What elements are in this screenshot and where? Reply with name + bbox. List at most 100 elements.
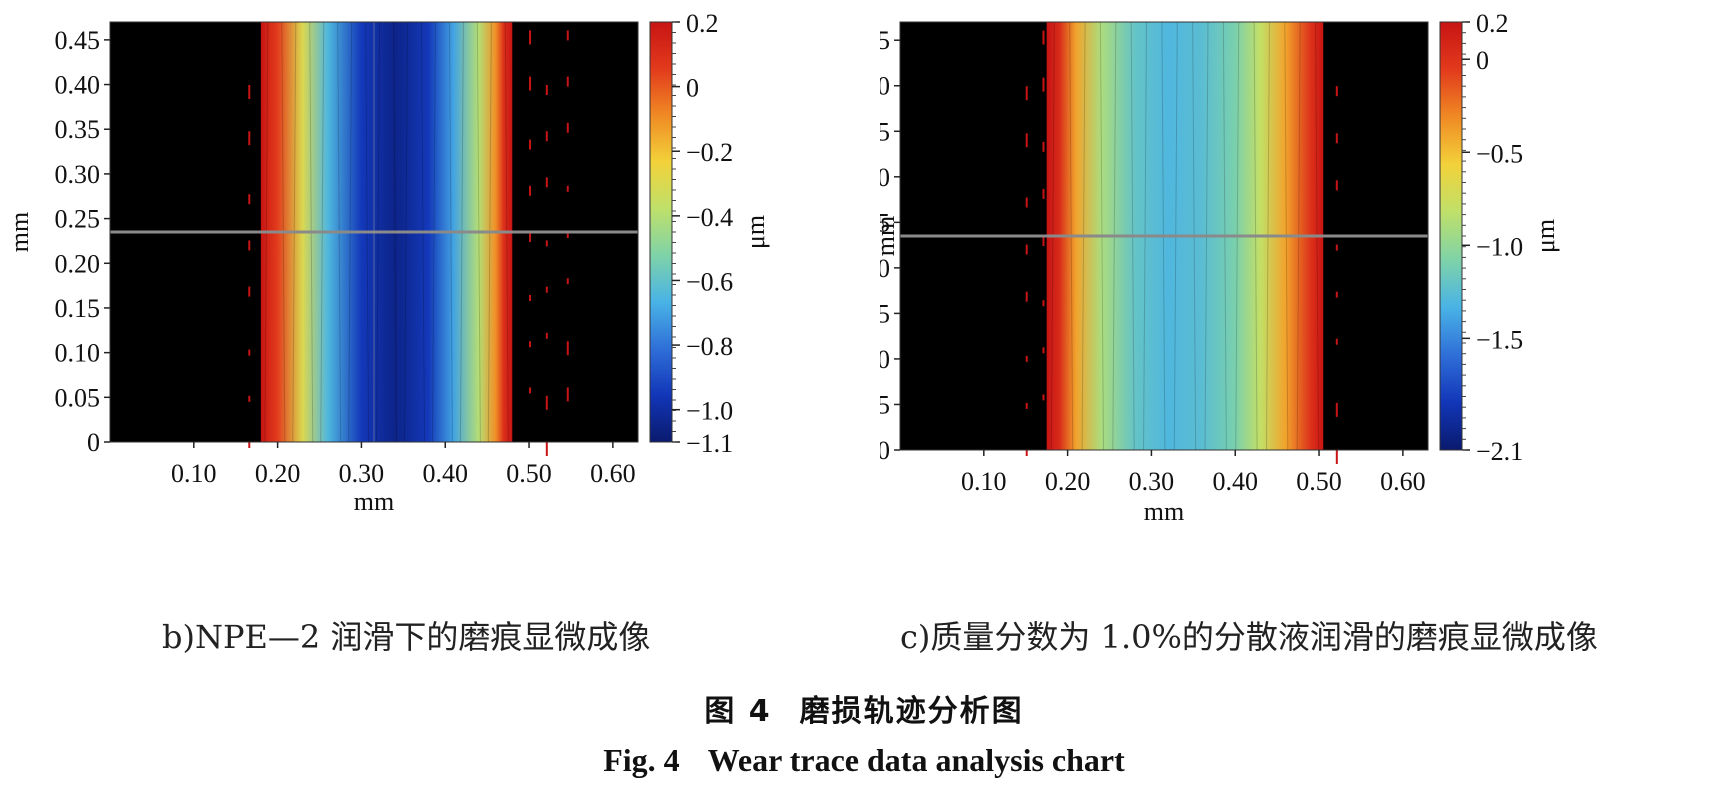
edge-speckle: [545, 85, 548, 95]
x-axis-label: mm: [354, 487, 394, 516]
y-tick-label: 0.05: [880, 390, 890, 419]
edge-speckle: [566, 387, 569, 402]
plot-frame: [899, 21, 1429, 451]
edge-speckle: [1042, 300, 1045, 307]
edge-speckle: [566, 30, 569, 41]
edge-speckle: [1335, 133, 1338, 144]
edge-speckle: [545, 131, 548, 142]
colorbar-tick-label: −1.0: [686, 397, 733, 426]
edge-speckle: [248, 442, 251, 448]
y-tick-label: 0.45: [55, 26, 101, 55]
edge-speckle: [529, 341, 532, 348]
edge-speckle: [545, 442, 548, 456]
edge-speckle: [545, 286, 548, 293]
edge-speckle: [1025, 197, 1028, 208]
edge-speckle: [1335, 450, 1338, 464]
edge-speckle: [566, 76, 569, 87]
colorbar-tick-label: 0: [686, 74, 699, 103]
edge-speckle: [1335, 86, 1338, 97]
colorbar-tick-label: −0.4: [686, 203, 733, 232]
edge-speckle: [529, 185, 532, 196]
panel-c: 00.050.100.150.200.250.300.350.400.450.1…: [880, 0, 1728, 560]
edge-speckle: [1025, 86, 1028, 101]
edge-speckle: [248, 349, 251, 356]
x-tick-label: 0.50: [1296, 467, 1342, 496]
colorbar-tick-label: −0.5: [1476, 139, 1523, 168]
colorbar: [649, 21, 673, 443]
edge-speckle: [1025, 450, 1028, 456]
figure-label-en: Fig. 4: [603, 742, 680, 778]
y-tick-label: 0.30: [880, 163, 890, 192]
y-tick-label: 0.25: [880, 208, 890, 237]
x-tick-label: 0.20: [1045, 467, 1091, 496]
y-tick-label: 0.45: [880, 26, 890, 55]
edge-speckle: [1025, 402, 1028, 409]
edge-speckle: [529, 232, 532, 242]
y-axis-label: mm: [880, 216, 900, 256]
colorbar-label: μm: [1531, 219, 1560, 253]
edge-speckle: [545, 240, 548, 247]
edge-speckle: [566, 341, 569, 356]
edge-speckle: [248, 85, 251, 99]
figure-label-cn: 图 4: [704, 694, 772, 729]
edge-speckle: [248, 131, 251, 146]
heatmap-chart-b: 00.050.100.150.200.250.300.350.400.450.1…: [5, 9, 770, 516]
edge-speckle: [566, 122, 569, 133]
edge-speckle: [1042, 236, 1045, 246]
figure-title-en: Fig. 4 Wear trace data analysis chart: [0, 742, 1728, 779]
colorbar-tick-label: −2.1: [1476, 437, 1523, 466]
edge-speckle: [1335, 402, 1338, 417]
x-tick-label: 0.10: [171, 459, 217, 488]
edge-speckle: [566, 232, 569, 238]
edge-speckle: [1335, 338, 1338, 345]
x-tick-label: 0.40: [422, 459, 468, 488]
edge-speckle: [248, 286, 251, 297]
colorbar-tick-label: 0.2: [1476, 9, 1509, 38]
colorbar-tick-label: −1.1: [686, 429, 733, 458]
y-tick-label: 0.35: [880, 117, 890, 146]
edge-speckle: [1025, 355, 1028, 362]
edge-speckle: [1025, 291, 1028, 302]
colorbar-tick-label: −1.0: [1476, 232, 1523, 261]
edge-speckle: [1042, 77, 1045, 92]
x-tick-label: 0.30: [339, 459, 385, 488]
edge-speckle: [1335, 244, 1338, 251]
colorbar: [1439, 21, 1463, 451]
colorbar-tick-label: 0: [1476, 46, 1489, 75]
edge-speckle: [1025, 244, 1028, 255]
x-tick-label: 0.60: [1380, 467, 1426, 496]
colorbar-tick-label: −1.5: [1476, 325, 1523, 354]
edge-speckle: [248, 240, 251, 251]
y-tick-label: 0: [880, 436, 890, 465]
y-axis-label: mm: [5, 212, 34, 252]
edge-speckle: [1042, 394, 1045, 401]
y-tick-label: 0.10: [55, 339, 101, 368]
colorbar-tick-label: −0.6: [686, 267, 733, 296]
edge-speckle: [1042, 30, 1045, 45]
x-tick-label: 0.40: [1212, 467, 1258, 496]
edge-speckle: [1335, 180, 1338, 191]
y-tick-label: 0.40: [55, 71, 101, 100]
y-tick-label: 0.40: [880, 72, 890, 101]
colorbar-label: μm: [741, 215, 770, 249]
x-tick-label: 0.50: [506, 459, 552, 488]
edge-speckle: [566, 278, 569, 285]
colorbar-tick-label: 0.2: [686, 9, 719, 38]
edge-speckle: [566, 185, 569, 192]
heatmap-chart-c: 00.050.100.150.200.250.300.350.400.450.1…: [880, 9, 1560, 526]
y-tick-label: 0: [87, 428, 100, 457]
edge-speckle: [248, 395, 251, 402]
edge-speckle: [529, 76, 532, 91]
panel-b: 0 0.05 0.10 0.15 0.20 0.25 0.30 0.35 0.40 0.45 0.1…: [0, 0, 860, 560]
colorbar-tick-label: −0.2: [686, 138, 733, 167]
y-tick-label: 0.20: [880, 254, 890, 283]
edge-speckle: [545, 395, 548, 410]
y-tick-label: 0.20: [55, 249, 101, 278]
edge-speckle: [1042, 141, 1045, 152]
y-tick-label: 0.05: [55, 383, 101, 412]
edge-speckle: [529, 387, 532, 394]
y-tick-label: 0.15: [880, 299, 890, 328]
plot-frame: [109, 21, 639, 443]
y-tick-label: 0.25: [55, 205, 101, 234]
edge-speckle: [529, 30, 532, 45]
